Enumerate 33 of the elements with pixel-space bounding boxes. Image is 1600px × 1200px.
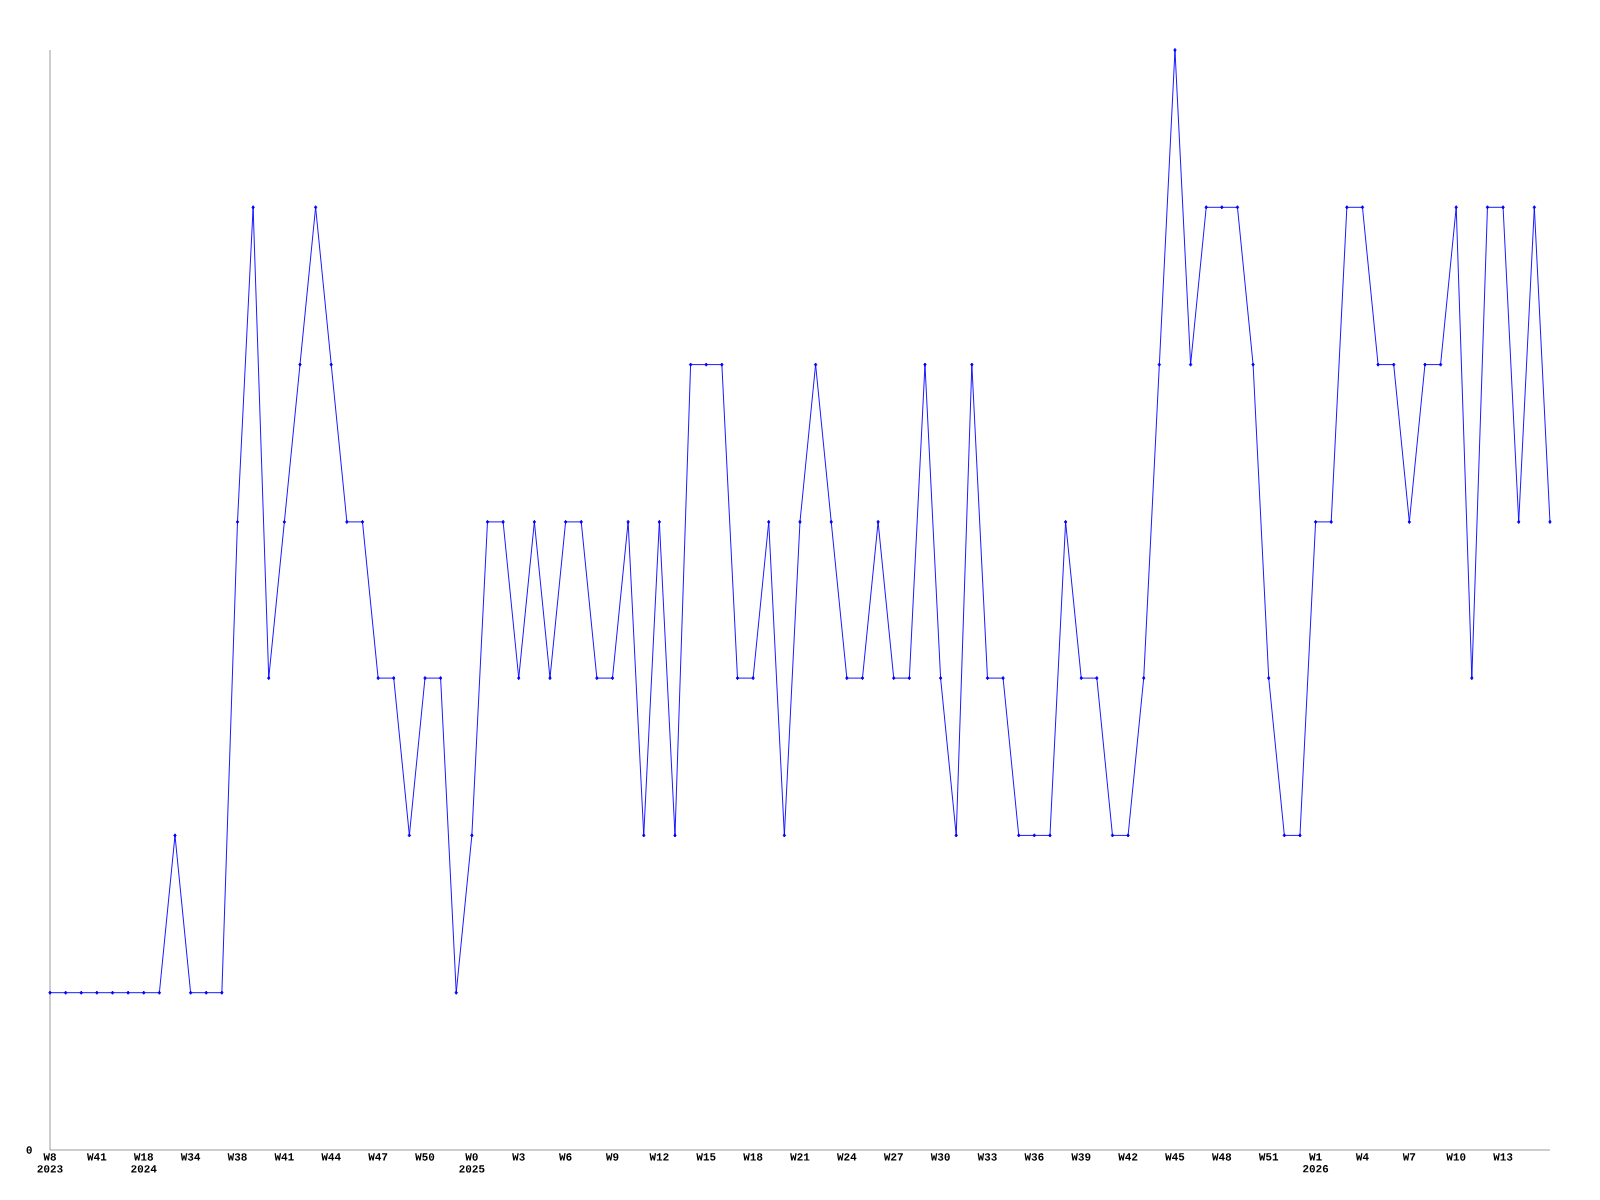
x-tick-label: W38 (227, 1153, 247, 1161)
x-tick-label: W51 (1258, 1153, 1279, 1161)
x-tick-label: W30 (930, 1153, 950, 1161)
x-tick-label: W3 (512, 1153, 525, 1161)
x-tick-label: W6 (559, 1153, 572, 1161)
x-tick-label: W9 (605, 1153, 619, 1161)
x-tick-label: W21 (790, 1153, 810, 1161)
x-tick-label: W44 (321, 1153, 341, 1161)
x-tick-label: W50 (415, 1153, 435, 1161)
x-tick-label: W27 (883, 1153, 903, 1161)
x-tick-label: W48 (1211, 1153, 1232, 1161)
x-tick-label: W41 (87, 1153, 107, 1161)
x-tick-label: W12 (649, 1153, 669, 1161)
x-tick-label: W8 2023 (37, 1153, 63, 1173)
x-tick-label: W13 (1493, 1153, 1513, 1161)
x-tick-label: W10 (1446, 1153, 1466, 1161)
x-tick-label: W0 2025 (459, 1153, 485, 1173)
x-tick-label: W33 (977, 1153, 997, 1161)
x-tick-label: W18 2024 (131, 1153, 157, 1173)
x-tick-label: W42 (1118, 1153, 1138, 1161)
x-tick-label: W41 (274, 1153, 294, 1161)
x-tick-label: W15 (696, 1153, 716, 1161)
x-tick-label: W47 (368, 1153, 388, 1161)
x-tick-label: W45 (1165, 1153, 1185, 1161)
x-tick-label: W1 2026 (1303, 1153, 1329, 1173)
x-tick-label: W24 (836, 1153, 857, 1161)
x-tick-label: W36 (1024, 1153, 1044, 1161)
x-tick-label: W4 (1355, 1153, 1369, 1161)
x-tick-label: W18 (743, 1153, 763, 1161)
text: 0 (26, 1146, 32, 1154)
x-tick-label: W7 (1402, 1153, 1416, 1161)
x-tick-label: W39 (1071, 1153, 1091, 1161)
x-tick-label: W34 (180, 1153, 201, 1161)
